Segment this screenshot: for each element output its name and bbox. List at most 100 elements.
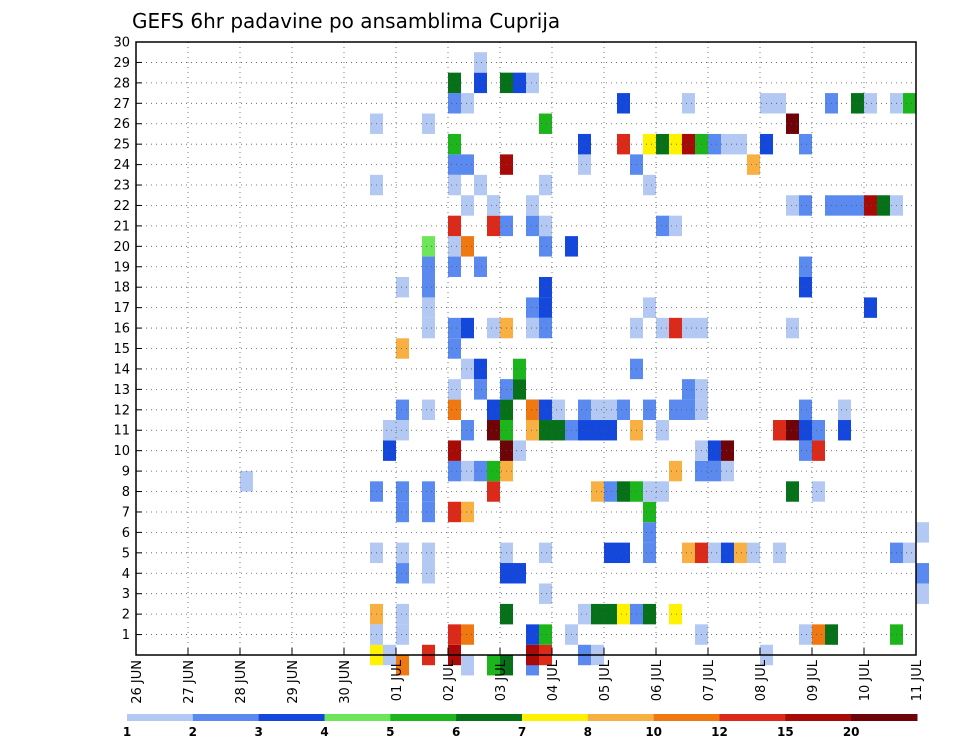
heatmap-cell [786, 481, 799, 502]
heatmap-cell [552, 420, 565, 441]
heatmap-cell [916, 522, 929, 543]
legend-swatch [324, 714, 391, 721]
heatmap-cell [682, 133, 695, 155]
heatmap-cell [422, 113, 435, 134]
heatmap-cell [526, 195, 539, 216]
heatmap-cell [487, 195, 500, 216]
heatmap-cell [656, 215, 669, 237]
y-tick-label: 18 [113, 281, 130, 296]
heatmap-cell [721, 440, 734, 461]
heatmap-cell [383, 420, 396, 441]
heatmap-cell [578, 420, 591, 441]
heatmap-cell [669, 133, 682, 155]
y-tick-label: 9 [122, 465, 130, 480]
heatmap-cell [643, 297, 656, 318]
heatmap-cell [643, 174, 656, 196]
heatmap-cell [396, 563, 409, 584]
heatmap-cell [461, 358, 474, 380]
heatmap-cell [786, 317, 799, 339]
heatmap-cell [422, 542, 435, 564]
y-tick-label: 6 [122, 526, 130, 541]
heatmap-cell [864, 93, 877, 114]
heatmap-cell [799, 399, 812, 421]
heatmap-cell [682, 399, 695, 421]
heatmap-cell [799, 256, 812, 277]
heatmap-cell [487, 481, 500, 502]
heatmap-cell [448, 379, 461, 400]
heatmap-cell [851, 195, 864, 216]
heatmap-cell [513, 72, 526, 94]
legend-label: 1 [123, 725, 131, 739]
heatmap-cell [591, 399, 604, 421]
heatmap-cell [721, 542, 734, 564]
heatmap-cell [448, 256, 461, 277]
heatmap-cell [461, 624, 474, 645]
y-tick-label: 5 [122, 546, 130, 561]
heatmap-cell [487, 460, 500, 482]
heatmap-cell [526, 317, 539, 339]
heatmap-cell [604, 420, 617, 441]
heatmap-cell [539, 113, 552, 134]
legend-swatch [390, 714, 457, 721]
heatmap-cell [513, 379, 526, 400]
heatmap-cell [747, 154, 760, 175]
heatmap-cell [708, 133, 721, 155]
heatmap-cell [578, 133, 591, 155]
y-tick-label: 30 [113, 36, 130, 51]
heatmap-cell [799, 195, 812, 216]
legend-swatch [719, 714, 786, 721]
legend-label: 5 [386, 725, 394, 739]
heatmap-cell [448, 215, 461, 237]
heatmap-cell [448, 133, 461, 155]
heatmap-cell [396, 276, 409, 298]
y-tick-label: 2 [122, 608, 130, 623]
x-tick-label: 28 JUN [234, 660, 249, 704]
heatmap-cell [669, 460, 682, 482]
heatmap-cell [799, 440, 812, 461]
heatmap-cell [240, 471, 253, 492]
x-tick-label: 26 JUN [130, 660, 145, 704]
heatmap-cell [578, 603, 591, 625]
heatmap-cell [513, 563, 526, 584]
heatmap-cell [396, 481, 409, 502]
heatmap-cell [526, 399, 539, 421]
x-tick-label: 01 JUL [390, 659, 405, 701]
legend-label: 6 [452, 725, 460, 739]
heatmap-cell [461, 655, 474, 676]
y-tick-label: 26 [113, 117, 130, 132]
heatmap-cell [617, 133, 630, 155]
heatmap-cell [448, 338, 461, 359]
heatmap-cell [448, 174, 461, 196]
heatmap-cell [812, 624, 825, 645]
heatmap-cell [539, 297, 552, 318]
legend-label: 12 [711, 725, 728, 739]
heatmap-cell [669, 399, 682, 421]
legend-swatch [127, 714, 194, 721]
x-tick-label: 30 JUN [338, 660, 353, 704]
heatmap-cell [578, 154, 591, 175]
heatmap-cell [617, 399, 630, 421]
heatmap-cell [669, 603, 682, 625]
heatmap-cell [474, 379, 487, 400]
y-tick-label: 23 [113, 179, 130, 194]
heatmap-cell [474, 460, 487, 482]
x-tick-label: 08 JUL [754, 659, 769, 701]
heatmap-cell [643, 522, 656, 543]
color-legend: 1 2 3 4 5 6 7 8 10 12 15 20 [123, 714, 918, 739]
heatmap-cell [734, 542, 747, 564]
legend-label: 15 [777, 725, 794, 739]
heatmap-cell [448, 460, 461, 482]
legend-label: 3 [254, 725, 262, 739]
y-tick-label: 21 [113, 219, 130, 234]
heatmap-cell [708, 542, 721, 564]
heatmap-cell [487, 420, 500, 441]
heatmap-cell [539, 420, 552, 441]
heatmap-cell [448, 93, 461, 114]
heatmap-cell [786, 420, 799, 441]
legend-swatch [587, 714, 655, 721]
heatmap-cell [396, 542, 409, 564]
heatmap-cell [539, 583, 552, 604]
heatmap-cell [422, 501, 435, 523]
y-tick-label: 24 [113, 158, 130, 173]
heatmap-cell [643, 501, 656, 523]
